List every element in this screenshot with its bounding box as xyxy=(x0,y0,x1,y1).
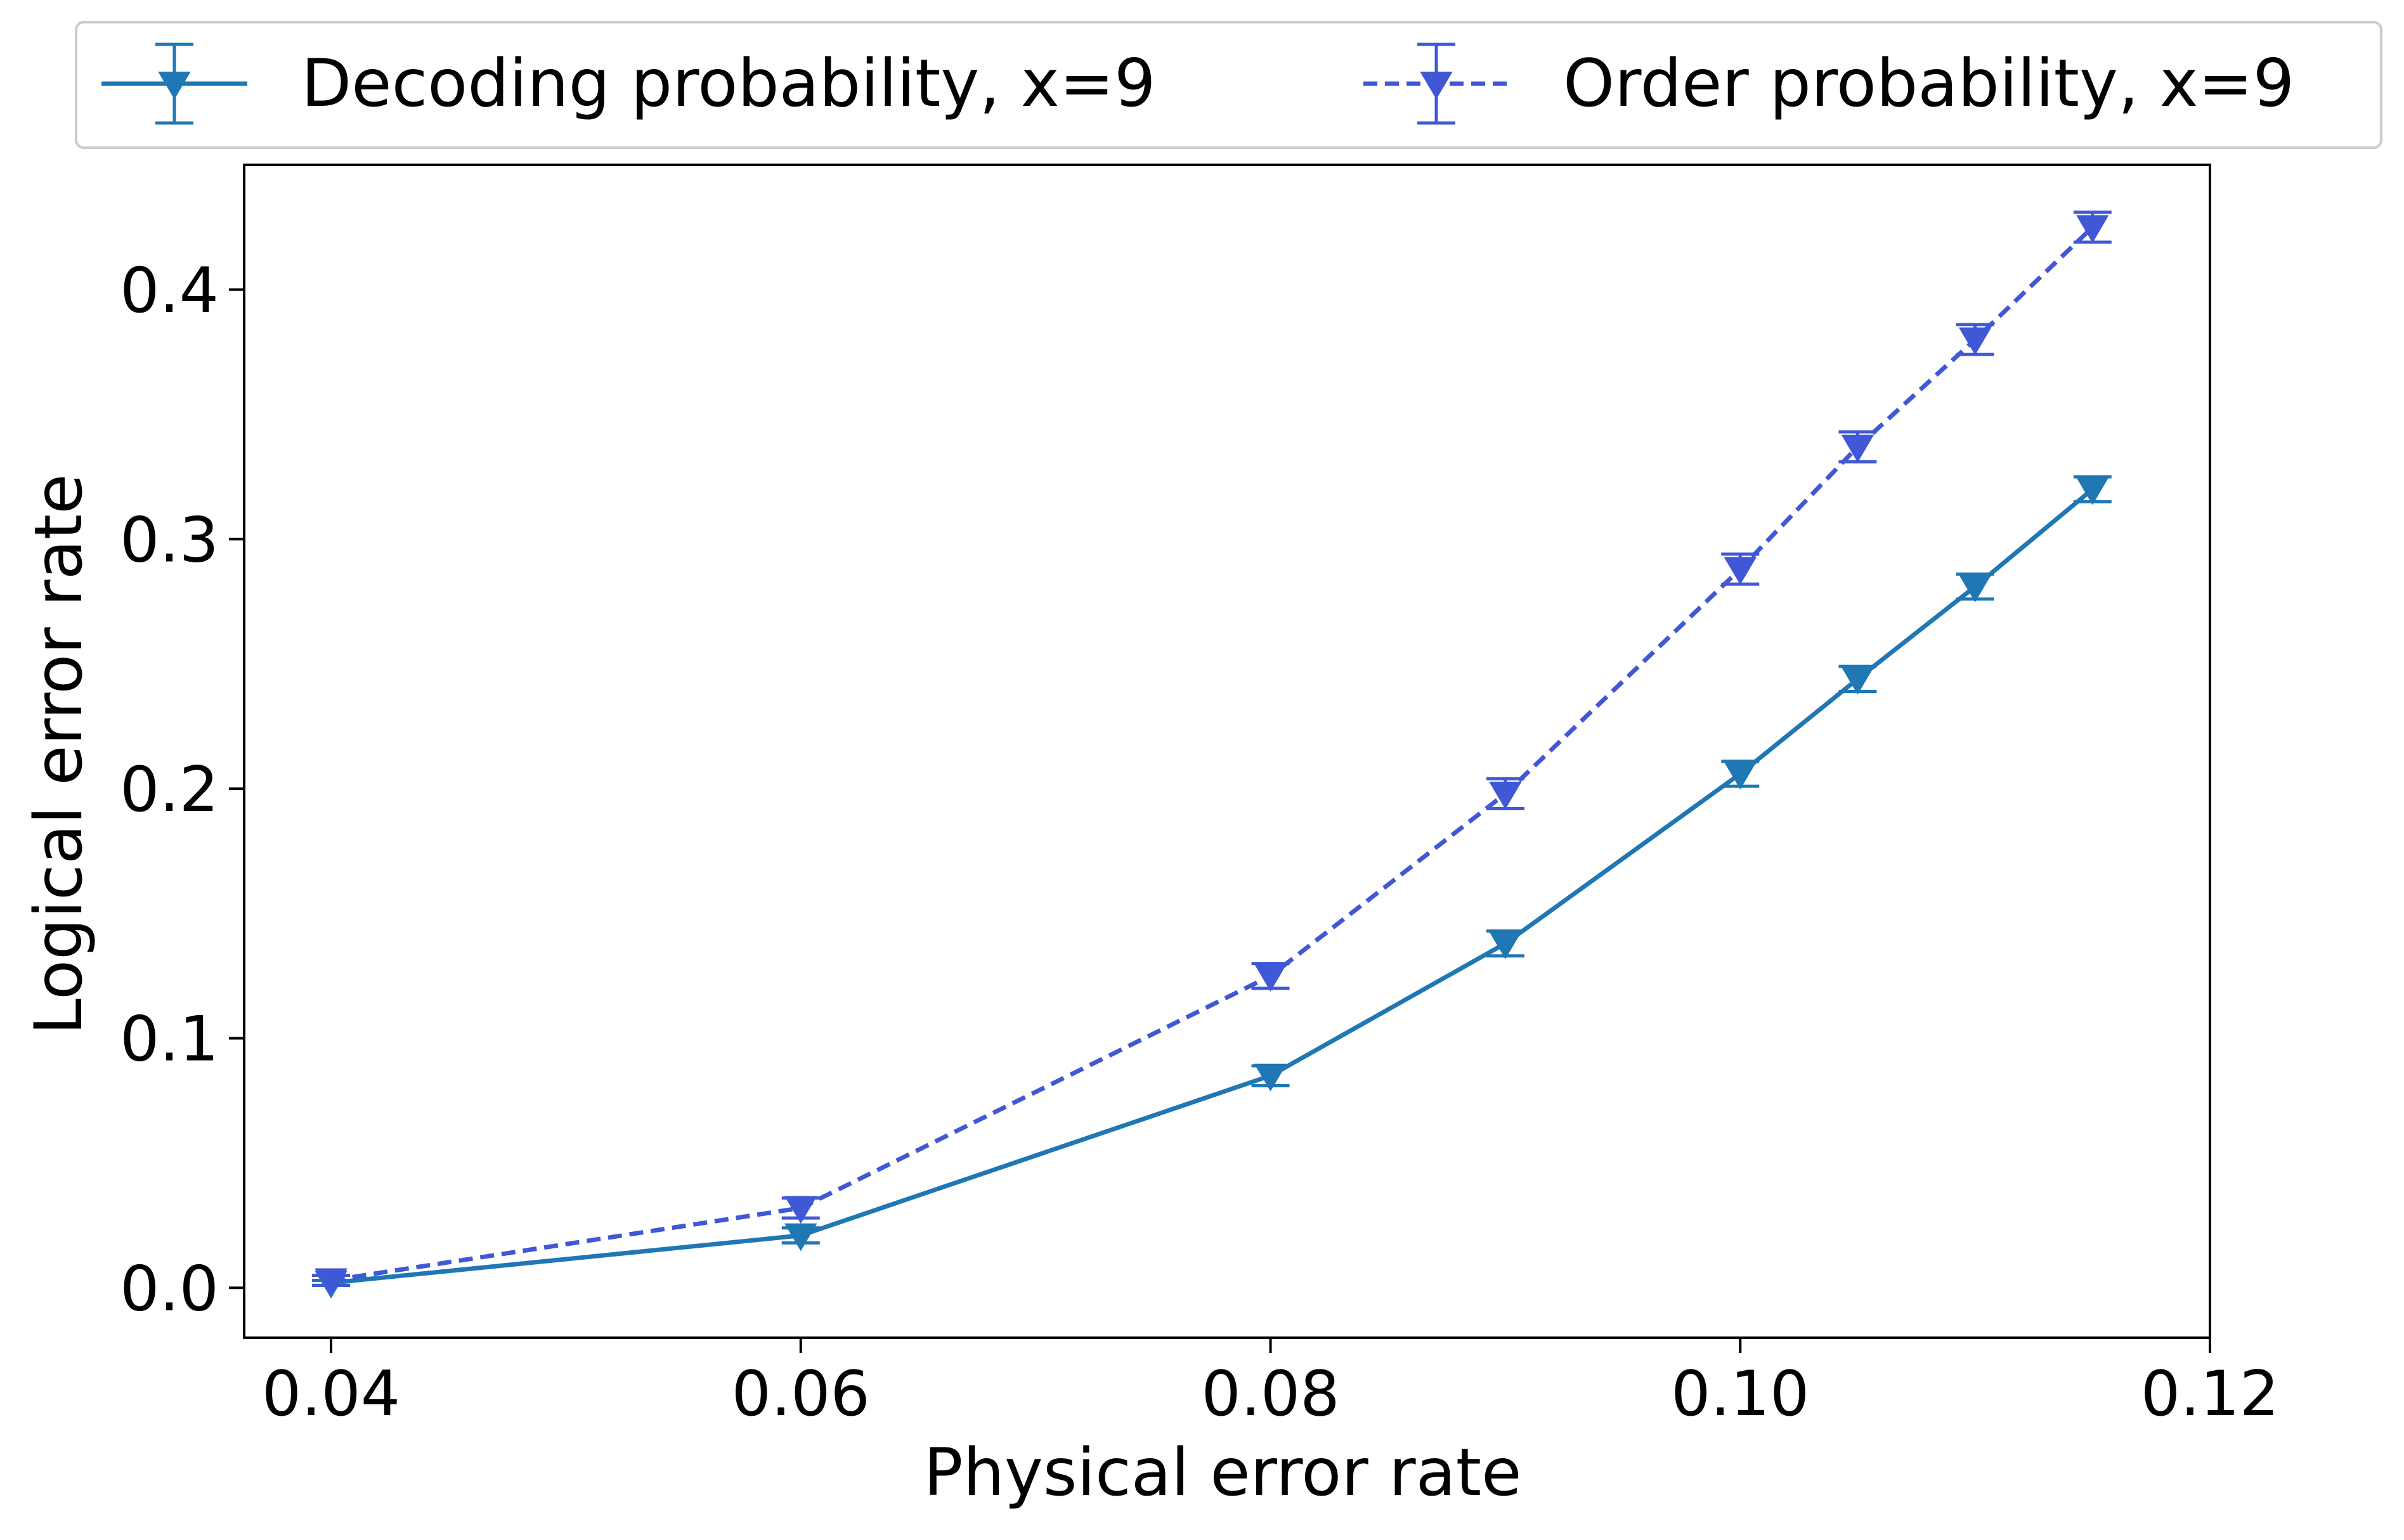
data-point xyxy=(1724,761,1757,790)
data-point xyxy=(1841,666,1874,695)
data-point xyxy=(1958,574,1992,602)
x-tick-label: 0.12 xyxy=(2141,1358,2279,1430)
legend-label: Order probability, x=9 xyxy=(1563,46,2294,122)
y-axis-title: Logical error rate xyxy=(21,474,97,1035)
y-tick-label: 0.0 xyxy=(120,1253,219,1325)
data-point xyxy=(784,1196,817,1224)
series-line xyxy=(330,488,2095,1285)
data-point xyxy=(1254,964,1287,992)
legend-box xyxy=(75,21,2382,149)
x-tick-label: 0.10 xyxy=(1671,1358,1809,1430)
series-1 xyxy=(312,475,2112,1299)
series-2 xyxy=(312,210,2112,1297)
data-point xyxy=(1489,781,1522,810)
y-tick-label: 0.2 xyxy=(120,754,219,826)
plot-layer xyxy=(312,210,2112,1299)
plot-frame xyxy=(243,164,2211,1339)
data-point xyxy=(315,1268,348,1297)
legend-entry: Order probability, x=9 xyxy=(1363,42,2294,125)
x-axis-title: Physical error rate xyxy=(923,1435,1521,1511)
legend-entry: Decoding probability, x=9 xyxy=(101,42,1156,125)
data-point xyxy=(1254,1063,1287,1092)
axes-layer: 0.04 0.06 0.08 0.10 0.12 0.0 0.1 0.2 0.3 0.4 xyxy=(120,164,2279,1430)
data-point xyxy=(1489,931,1522,959)
x-tick-label: 0.04 xyxy=(262,1358,400,1430)
legend-marker xyxy=(1420,72,1453,100)
y-tick-label: 0.1 xyxy=(120,1004,219,1076)
legend-marker xyxy=(158,72,191,100)
legend: Decoding probability, x=9 Order probabili… xyxy=(75,21,2382,149)
y-tick-label: 0.4 xyxy=(120,255,219,327)
x-tick-label: 0.08 xyxy=(1201,1358,1339,1430)
data-point xyxy=(1958,327,1992,356)
data-point xyxy=(1724,557,1757,585)
x-tick-label: 0.06 xyxy=(732,1358,870,1430)
series-line xyxy=(330,225,2095,1283)
data-point xyxy=(784,1223,817,1252)
y-tick-label: 0.3 xyxy=(120,504,219,576)
data-point xyxy=(1841,434,1874,463)
data-point xyxy=(2076,477,2109,505)
legend-label: Decoding probability, x=9 xyxy=(301,46,1156,122)
data-point xyxy=(2076,215,2109,243)
